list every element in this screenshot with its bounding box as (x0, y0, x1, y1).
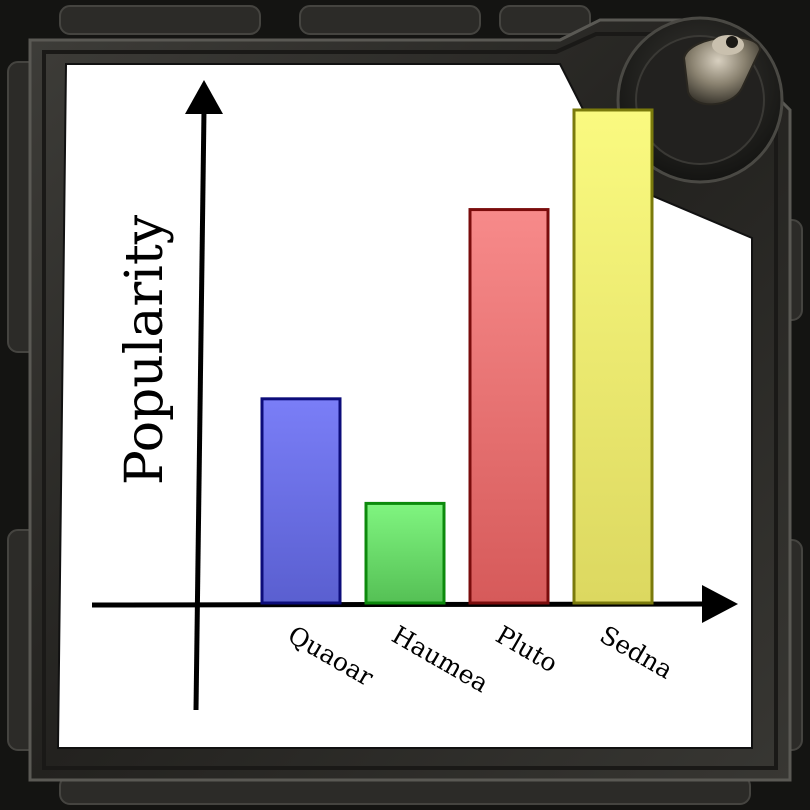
corner-knob-icon (616, 16, 784, 184)
frame-tab (499, 5, 591, 35)
frame-tab (59, 5, 261, 35)
y-axis-arrow-icon (185, 80, 223, 114)
bar-haumea (364, 501, 446, 605)
frame-tab (299, 5, 481, 35)
bar-quaoar (260, 397, 342, 605)
y-axis (193, 109, 207, 711)
bar-series (260, 108, 654, 605)
x-axis-arrow-icon (702, 585, 738, 623)
bar-sedna (572, 108, 654, 605)
bar-pluto (468, 208, 550, 605)
y-axis-title: Popularity (115, 214, 175, 485)
